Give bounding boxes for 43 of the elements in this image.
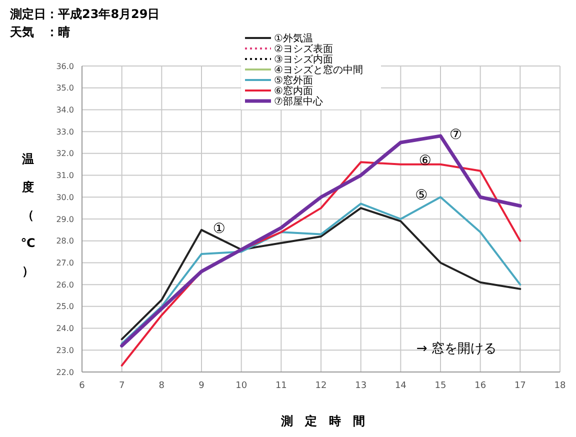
y-tick-label: 23.0 xyxy=(56,346,74,355)
chart-subtitle: 天気 ：晴 xyxy=(9,25,70,39)
x-tick-label: 18 xyxy=(554,381,566,391)
legend-label: ⑦部屋中心 xyxy=(274,96,323,108)
y-tick-label: 25.0 xyxy=(56,302,74,312)
annotation: ① xyxy=(212,221,226,238)
annotation: ⑦ xyxy=(450,126,462,143)
legend-label: ⑤窓外面 xyxy=(274,74,313,86)
y-tick-label: 22.0 xyxy=(56,368,74,377)
y-tick-label: 36.0 xyxy=(56,62,74,71)
y-tick-label: 31.0 xyxy=(56,171,74,180)
y-tick-label: 28.0 xyxy=(56,236,74,246)
x-tick-label: 14 xyxy=(394,381,407,391)
x-tick-label: 16 xyxy=(474,381,486,391)
chart-title: 測定日：平成23年8月29日 xyxy=(9,7,160,21)
y-tick-label: 33.0 xyxy=(56,127,74,136)
y-tick-label: 27.0 xyxy=(56,258,74,268)
x-tick-label: 10 xyxy=(236,381,248,391)
x-tick-label: 8 xyxy=(158,381,165,391)
legend-label: ③ヨシズ内面 xyxy=(274,54,333,66)
x-tick-label: 7 xyxy=(118,381,125,391)
legend-label: ②ヨシズ表面 xyxy=(274,43,333,55)
y-tick-label: 24.0 xyxy=(56,324,74,334)
y-tick-label: 35.0 xyxy=(56,84,74,93)
x-axis-title: 測 定 時 間 xyxy=(280,414,365,428)
x-tick-label: 13 xyxy=(355,381,367,391)
x-tick-label: 12 xyxy=(315,381,327,391)
x-tick-label: 17 xyxy=(514,381,526,391)
x-tick-label: 11 xyxy=(275,381,287,391)
legend-label: ①外気温 xyxy=(274,32,313,44)
x-tick-label: 15 xyxy=(434,381,446,391)
y-tick-label: 26.0 xyxy=(56,280,74,290)
annotation: → 窓を開ける xyxy=(416,340,496,357)
x-tick-label: 9 xyxy=(198,381,205,391)
y-tick-label: 30.0 xyxy=(56,192,74,202)
y-tick-label: 34.0 xyxy=(56,106,74,115)
x-tick-label: 6 xyxy=(79,381,86,391)
y-axis-title: 温度（℃） xyxy=(20,152,36,278)
y-tick-label: 29.0 xyxy=(56,214,74,224)
legend-label: ⑥窓内面 xyxy=(274,85,313,97)
y-tick-label: 32.0 xyxy=(56,149,74,158)
legend-label: ④ヨシズと窓の中間 xyxy=(274,64,363,76)
annotation: ⑤ xyxy=(415,187,428,204)
